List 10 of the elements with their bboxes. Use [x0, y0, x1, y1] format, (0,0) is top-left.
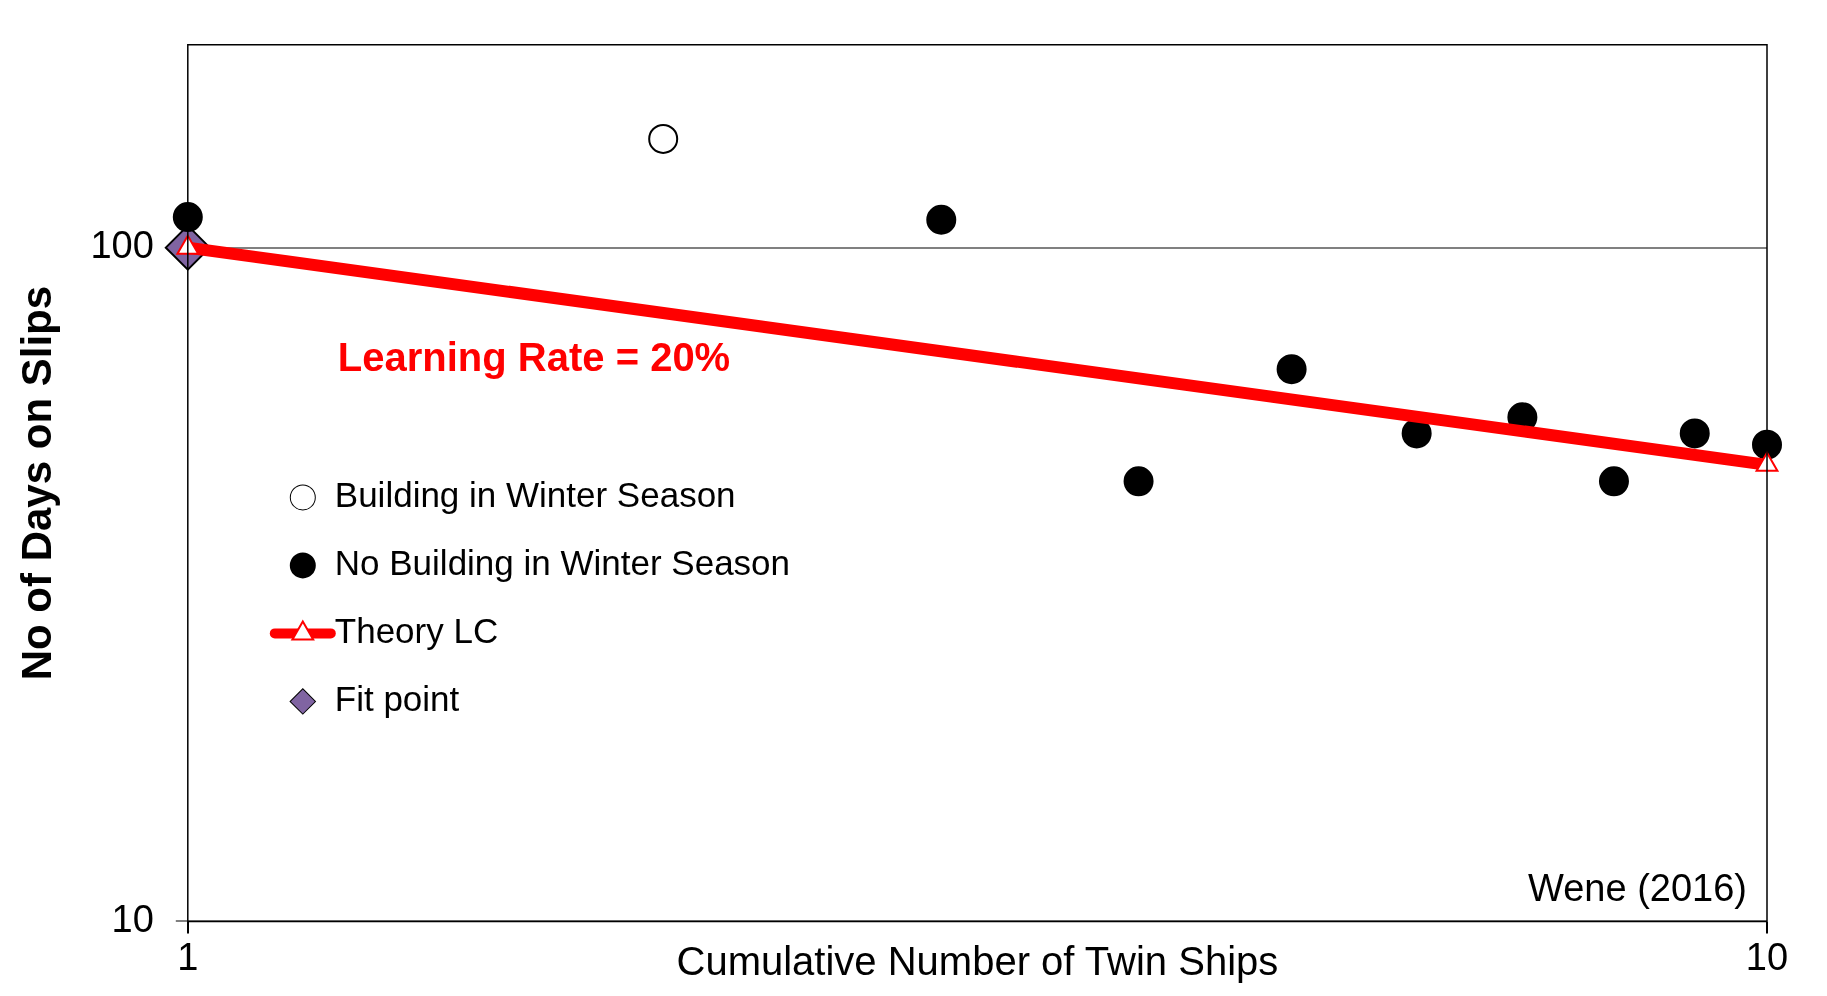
- x-axis-title: Cumulative Number of Twin Ships: [676, 939, 1279, 984]
- legend-label: Theory LC: [334, 611, 499, 651]
- legend-label: Fit point: [334, 679, 460, 719]
- x-tick-label: 1: [177, 935, 199, 978]
- y-tick-label: 100: [90, 224, 154, 267]
- y-axis-title: No of Days on Slips: [12, 285, 60, 681]
- annotation: Wene (2016): [1528, 866, 1747, 909]
- annotation: Learning Rate = 20%: [337, 335, 731, 380]
- legend-label: Building in Winter Season: [334, 475, 736, 515]
- legend-label: No Building in Winter Season: [334, 543, 791, 583]
